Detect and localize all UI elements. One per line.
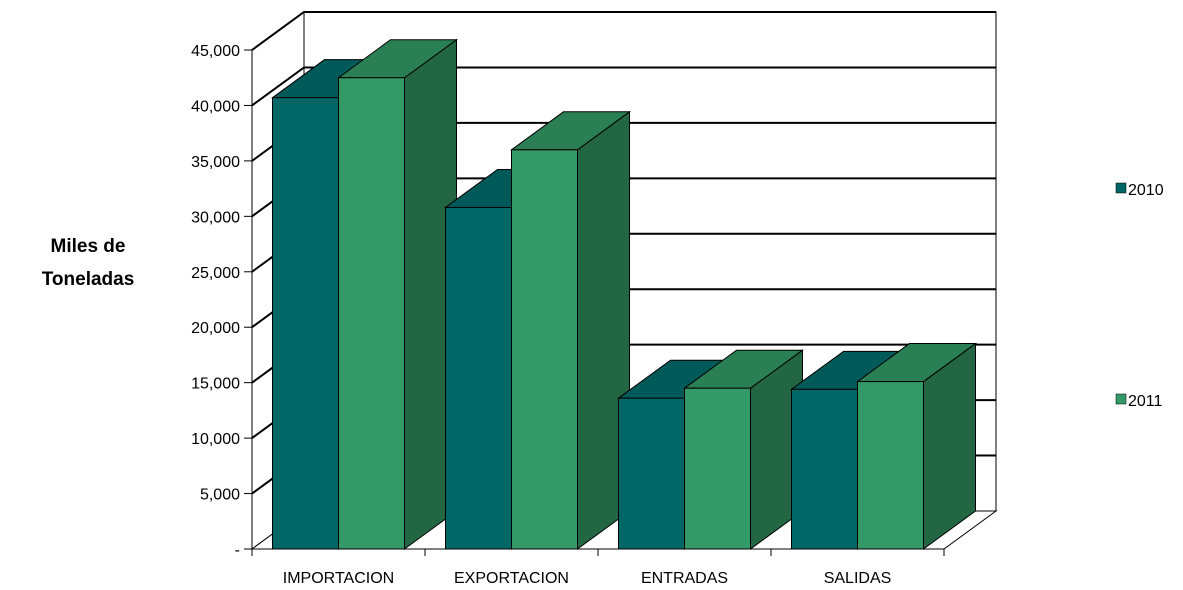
bar-front <box>684 387 751 550</box>
y-axis-label-line-2: Toneladas <box>42 269 135 290</box>
y-tick-label: 15,000 <box>191 376 240 393</box>
y-tick-label: - <box>235 542 240 559</box>
bar-front <box>445 206 512 550</box>
x-category-label: ENTRADAS <box>641 570 728 587</box>
x-category-label: EXPORTACION <box>454 570 569 587</box>
bar-importacion-2011 <box>336 38 459 550</box>
legend-label-2011: 2011 <box>1128 393 1163 410</box>
bars <box>270 38 978 550</box>
y-axis-label-line-1: Miles de <box>51 236 126 257</box>
bar-front <box>272 97 339 550</box>
bar-front <box>618 397 685 550</box>
y-tick-label: 5,000 <box>200 487 240 504</box>
bar-front <box>791 388 858 550</box>
y-tick-label: 35,000 <box>191 154 240 171</box>
bar-salidas-2011 <box>855 342 978 550</box>
y-tick-label: 25,000 <box>191 265 240 282</box>
bar-front <box>511 149 578 550</box>
bar-entradas-2011 <box>682 349 805 550</box>
bar-front <box>338 77 405 550</box>
legend-swatch-2011 <box>1115 393 1127 405</box>
y-tick-label: 30,000 <box>191 209 240 226</box>
y-axis-ticks: - 5,000 10,000 15,000 20,000 25,000 30,000 35,0… <box>191 43 253 559</box>
gridline <box>251 11 996 51</box>
legend-swatch-2010 <box>1115 182 1127 194</box>
y-tick-label: 10,000 <box>191 431 240 448</box>
x-category-label: SALIDAS <box>824 570 892 587</box>
y-tick-label: 20,000 <box>191 320 240 337</box>
x-category-label: IMPORTACION <box>283 570 394 587</box>
legend: 2010 2011 <box>1115 182 1164 410</box>
x-axis-ticks: IMPORTACION EXPORTACION ENTRADAS SALIDAS <box>251 548 945 587</box>
bar-exportacion-2011 <box>509 110 632 550</box>
bar-front <box>857 381 924 550</box>
y-tick-label: 40,000 <box>191 98 240 115</box>
gridline <box>251 66 996 107</box>
legend-label-2010: 2010 <box>1128 182 1164 199</box>
y-tick-label: 45,000 <box>191 43 240 60</box>
